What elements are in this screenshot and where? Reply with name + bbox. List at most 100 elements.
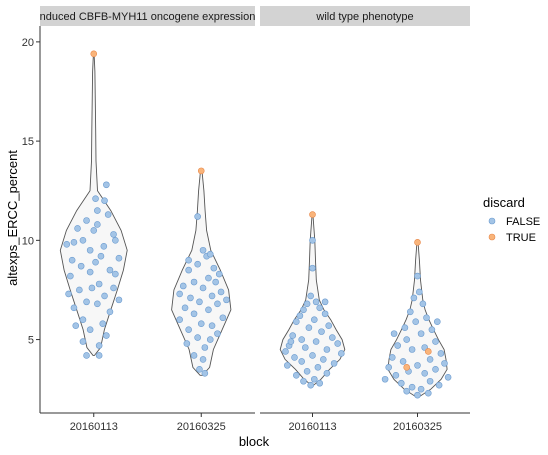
data-point	[408, 346, 416, 353]
data-point	[397, 379, 405, 387]
data-point	[214, 330, 221, 337]
data-point	[210, 264, 218, 272]
chart-panels: nduced CBFB-MYH11 oncogene expression 201…	[40, 6, 470, 433]
data-point	[319, 356, 327, 363]
data-point	[95, 352, 103, 359]
data-point	[72, 322, 80, 329]
data-point	[112, 270, 119, 278]
data-point	[426, 356, 434, 363]
data-point	[303, 368, 311, 375]
data-point	[199, 284, 207, 292]
data-point	[414, 362, 421, 369]
data-point	[403, 336, 411, 343]
data-point	[77, 262, 85, 270]
data-point	[103, 181, 110, 189]
data-point	[287, 338, 295, 345]
data-point	[312, 298, 320, 306]
data-point	[414, 272, 421, 280]
facet-strip-label: nduced CBFB-MYH11 oncogene expression	[40, 11, 256, 23]
data-point	[94, 300, 101, 308]
data-point	[79, 237, 87, 244]
legend-swatch	[488, 233, 496, 241]
data-point	[99, 320, 107, 327]
data-point	[176, 316, 183, 324]
data-point	[212, 278, 219, 286]
data-point	[385, 364, 393, 371]
y-tick-label: 10	[22, 235, 34, 247]
data-point	[323, 346, 331, 353]
data-point	[100, 242, 108, 250]
data-point	[298, 336, 306, 343]
violin-20160113	[59, 53, 128, 356]
data-point	[70, 304, 78, 312]
data-point	[95, 280, 103, 288]
x-tick-label: 20160113	[288, 421, 336, 433]
data-point	[92, 258, 99, 266]
data-point	[110, 231, 117, 238]
data-point	[307, 381, 315, 389]
data-point	[86, 268, 94, 276]
data-point	[417, 330, 425, 337]
data-point	[292, 318, 300, 326]
x-tick-label: 20160113	[70, 421, 118, 433]
data-point	[176, 290, 183, 298]
data-point	[223, 296, 230, 304]
data-point	[115, 296, 123, 304]
data-point	[314, 364, 322, 371]
data-point	[328, 334, 336, 341]
data-point	[190, 278, 198, 286]
y-tick-label: 5	[28, 335, 34, 347]
x-tick-label: 20160325	[177, 421, 226, 433]
data-point	[419, 300, 427, 308]
data-point	[403, 387, 411, 395]
data-point	[74, 225, 81, 232]
data-point	[185, 326, 192, 333]
data-point	[92, 195, 99, 202]
data-point	[394, 342, 402, 349]
data-point	[206, 336, 214, 343]
data-point	[201, 370, 209, 377]
data-point-discarded	[90, 50, 98, 58]
data-point	[187, 294, 194, 302]
data-point	[441, 360, 448, 367]
data-point-discarded	[197, 167, 205, 175]
data-point-discarded	[424, 348, 432, 355]
data-point	[408, 383, 416, 391]
data-point	[432, 366, 439, 373]
data-point	[421, 370, 429, 377]
y-axis-label: altexps_ERCC_percent	[5, 150, 20, 286]
data-point	[79, 316, 87, 324]
data-point	[390, 330, 398, 337]
data-point	[381, 375, 389, 383]
data-point	[301, 344, 309, 351]
data-point	[310, 375, 318, 383]
data-point	[309, 264, 316, 272]
data-point	[414, 391, 421, 399]
data-point	[312, 338, 320, 345]
data-point	[90, 227, 98, 234]
data-point	[194, 260, 201, 268]
data-point	[334, 340, 342, 347]
data-point	[201, 344, 209, 351]
data-point	[412, 318, 420, 326]
data-point	[305, 324, 313, 331]
data-point	[219, 314, 227, 322]
data-point	[199, 356, 207, 363]
data-point	[183, 340, 191, 347]
data-point	[83, 217, 90, 224]
legend: discard FALSE TRUE	[483, 195, 540, 244]
panel: wild type phenotype 20160113 20160325	[260, 6, 470, 433]
data-point	[433, 318, 441, 326]
facet-strip	[40, 6, 255, 26]
legend-swatch	[488, 217, 496, 225]
data-point	[337, 350, 345, 357]
data-point	[101, 197, 108, 204]
data-point	[426, 377, 434, 385]
data-point	[214, 300, 221, 308]
data-point	[112, 237, 119, 244]
data-point	[415, 288, 423, 296]
data-point	[185, 256, 192, 264]
panel: nduced CBFB-MYH11 oncogene expression 201…	[40, 6, 256, 433]
data-point	[101, 292, 108, 300]
data-point	[190, 310, 198, 318]
